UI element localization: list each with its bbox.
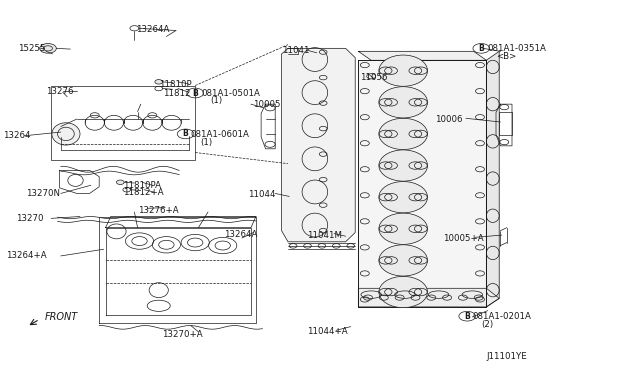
Text: B: B [183,129,188,138]
Text: (1): (1) [210,96,222,105]
Text: 11041M: 11041M [307,231,342,240]
Text: 13264A: 13264A [136,25,170,34]
Text: 13276+A: 13276+A [138,206,178,215]
Text: B: B [193,89,198,97]
Ellipse shape [379,150,428,181]
Text: 10005: 10005 [253,100,281,109]
Text: B: B [479,44,484,53]
Text: J11101YE: J11101YE [486,352,527,361]
Ellipse shape [379,213,428,244]
Ellipse shape [379,55,428,86]
Polygon shape [358,288,499,307]
Text: 13270: 13270 [16,214,44,223]
Text: (1): (1) [200,138,212,147]
Text: 13264A: 13264A [224,230,257,239]
Ellipse shape [379,118,428,150]
Text: 11056: 11056 [360,73,388,82]
Text: 10006: 10006 [435,115,463,124]
Text: <B>: <B> [496,52,516,61]
Bar [51,86,195,160]
Text: FRONT: FRONT [45,312,78,322]
Text: 13270+A: 13270+A [162,330,202,339]
Text: 13264: 13264 [3,131,31,140]
Bar [499,112,512,135]
Text: 11812+A: 11812+A [123,188,163,197]
Polygon shape [358,60,486,307]
Text: 081A1-0601A: 081A1-0601A [191,130,250,139]
Text: 081A1-0501A: 081A1-0501A [202,89,260,97]
Text: 11810PA: 11810PA [123,181,161,190]
Ellipse shape [379,276,428,308]
Ellipse shape [379,245,428,276]
Text: 081A1-0201A: 081A1-0201A [472,312,531,321]
Text: 081A1-0351A: 081A1-0351A [488,44,547,53]
Circle shape [40,44,56,53]
Text: 11812: 11812 [163,89,191,97]
Text: 13276: 13276 [46,87,74,96]
Circle shape [155,80,163,84]
Ellipse shape [52,123,80,145]
Text: 11810P: 11810P [159,80,191,89]
Text: 15255: 15255 [18,44,45,53]
Ellipse shape [379,87,428,118]
Ellipse shape [379,182,428,213]
Circle shape [116,180,124,185]
Polygon shape [282,48,355,242]
Text: (2): (2) [481,320,493,329]
Text: 13264+A: 13264+A [6,251,47,260]
Text: 13270N: 13270N [26,189,60,198]
Text: B: B [465,312,470,321]
Text: 11044+A: 11044+A [307,327,348,336]
Polygon shape [486,51,499,307]
Text: 11044: 11044 [248,190,276,199]
Text: 10005+A: 10005+A [443,234,483,243]
Polygon shape [358,51,486,60]
Text: 11041: 11041 [282,46,309,55]
